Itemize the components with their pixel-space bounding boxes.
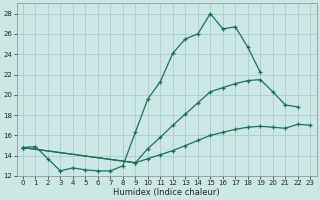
X-axis label: Humidex (Indice chaleur): Humidex (Indice chaleur) — [113, 188, 220, 197]
